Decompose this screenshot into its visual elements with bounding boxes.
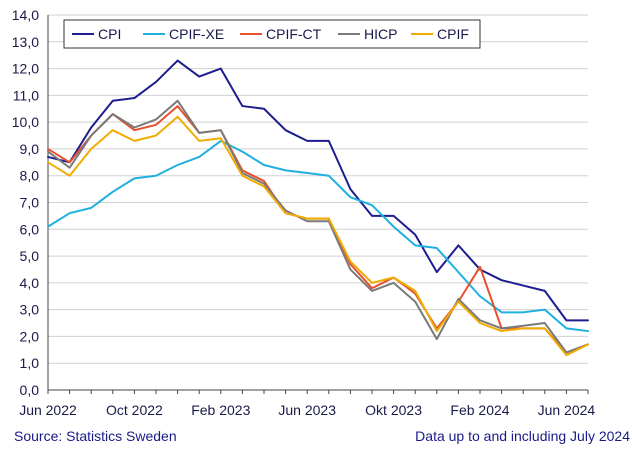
x-tick-label: Feb 2024 bbox=[450, 402, 509, 418]
y-tick-label: 8,0 bbox=[20, 168, 40, 184]
y-tick-label: 3,0 bbox=[20, 302, 40, 318]
legend-label: CPIF-CT bbox=[266, 26, 322, 42]
axes: 0,0 1,0 2,0 3,0 4,0 5,0 6,0 7,0 8,0 9,0 10,0 11,0 12… bbox=[12, 7, 596, 418]
series-line-cpif bbox=[47, 115, 589, 357]
x-tick-label: Jun 2023 bbox=[278, 402, 336, 418]
y-tick-label: 5,0 bbox=[20, 248, 40, 264]
y-tick-label: 1,0 bbox=[20, 355, 40, 371]
y-tick-label: 9,0 bbox=[20, 141, 40, 157]
y-tick-label: 12,0 bbox=[12, 61, 39, 77]
y-tick-label: 0,0 bbox=[20, 382, 40, 398]
y-tick-label: 7,0 bbox=[20, 195, 40, 211]
gridlines bbox=[48, 14, 588, 364]
series-lines bbox=[47, 59, 589, 357]
series-line-hicp bbox=[47, 99, 589, 354]
data-range-note: Data up to and including July 2024 bbox=[415, 428, 630, 444]
x-tick-label: Jun 2024 bbox=[538, 402, 596, 418]
y-tick-label: 4,0 bbox=[20, 275, 40, 291]
y-tick-label: 14,0 bbox=[12, 7, 39, 23]
legend-box bbox=[63, 19, 481, 49]
legend-label: CPI bbox=[98, 26, 121, 42]
y-tick-label: 6,0 bbox=[20, 221, 40, 237]
y-tick-label: 13,0 bbox=[12, 34, 39, 50]
legend-label: CPIF-XE bbox=[169, 26, 224, 42]
series-line-cpi bbox=[47, 59, 589, 322]
y-tick-label: 10,0 bbox=[12, 114, 39, 130]
x-tick-label: Okt 2023 bbox=[365, 402, 422, 418]
y-tick-label: 11,0 bbox=[13, 87, 39, 103]
x-tick-label: Oct 2022 bbox=[106, 402, 163, 418]
legend: CPI CPIF-XE CPIF-CT HICP CPIF bbox=[63, 19, 481, 49]
series-line-cpif-xe bbox=[47, 139, 589, 333]
source-note: Source: Statistics Sweden bbox=[14, 428, 177, 444]
x-tick-label: Jun 2022 bbox=[19, 402, 77, 418]
legend-label: HICP bbox=[364, 26, 397, 42]
legend-label: CPIF bbox=[437, 26, 469, 42]
x-tick-label: Feb 2023 bbox=[191, 402, 250, 418]
y-tick-label: 2,0 bbox=[20, 328, 40, 344]
